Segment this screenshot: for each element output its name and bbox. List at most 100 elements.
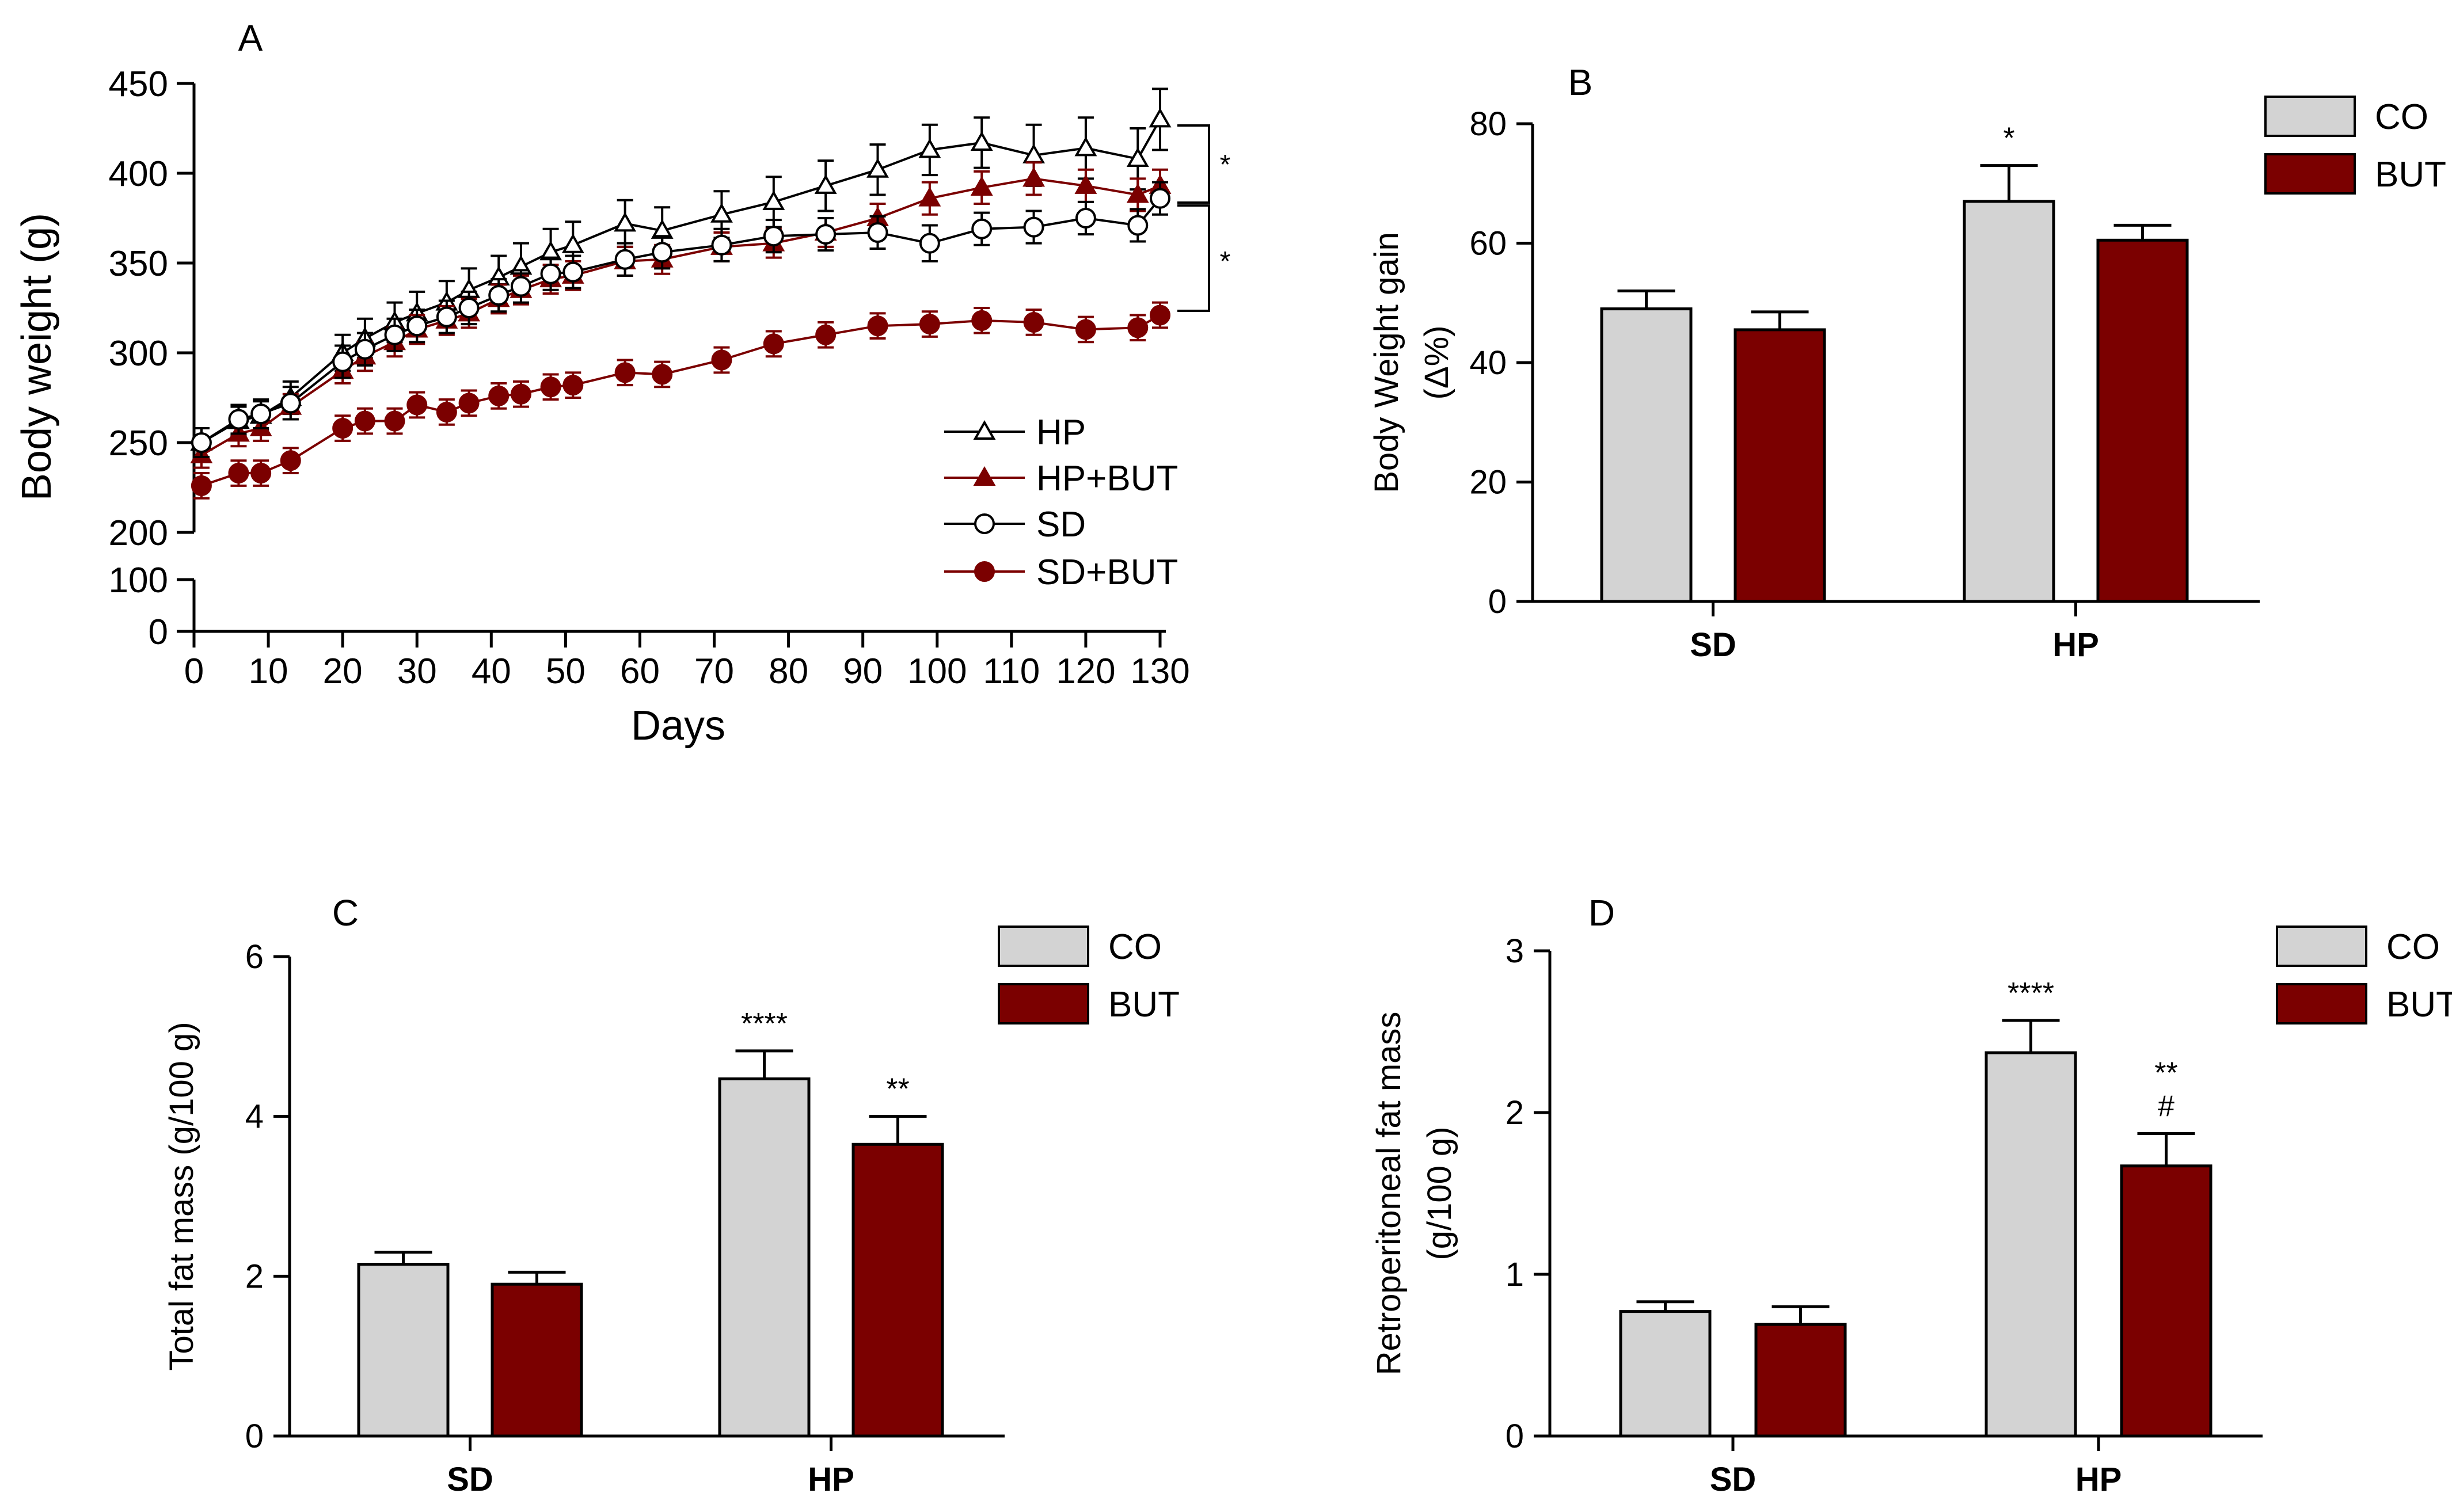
data-point [918, 186, 941, 207]
data-point [436, 306, 457, 327]
series-line-hp [200, 119, 1161, 444]
legend-swatch-but [2276, 983, 2367, 1024]
panel-d-y-tick-label: 1 [1506, 1256, 1524, 1293]
significance-label: **** [2008, 977, 2054, 1010]
data-point [436, 401, 457, 422]
data-point [540, 263, 561, 284]
significance-mark: * [1220, 150, 1231, 180]
data-point [562, 375, 584, 396]
legend-label-co: CO [2375, 97, 2428, 137]
data-point [354, 338, 375, 360]
panel-c-y-tick-label: 4 [245, 1098, 264, 1136]
panel-label-c: C [332, 892, 359, 934]
bar-co-sd [1600, 307, 1693, 603]
data-point [762, 190, 785, 210]
legend-marker [973, 466, 996, 486]
significance-bracket-hp [1177, 124, 1210, 204]
panel-a-x-tick-label: 80 [769, 652, 808, 691]
panel-b-y-tick-label: 20 [1469, 464, 1507, 501]
bar-co-sd [357, 1263, 450, 1438]
data-point [970, 131, 993, 151]
panel-a-y-tick-label: 450 [109, 64, 168, 104]
legend-label-but: BUT [1108, 985, 1180, 1024]
data-point [250, 403, 272, 425]
legend-swatch-but [2264, 153, 2356, 195]
category-label-hp: HP [808, 1461, 854, 1498]
panel-a-x-tick-label: 70 [694, 652, 734, 691]
panel-d-y-axis-label: Retroperitoneal fat mass [1370, 1012, 1408, 1376]
data-point [228, 409, 249, 430]
data-point [919, 233, 940, 254]
panel-a-x-tick-label: 100 [907, 652, 967, 691]
panel-c-y-tick-label: 2 [245, 1258, 264, 1295]
data-point [614, 249, 636, 270]
significance-label: ** [2154, 1057, 2177, 1090]
panel-d-y-tick-label: 3 [1506, 932, 1524, 970]
panel-a-x-tick-label: 50 [546, 652, 586, 691]
panel-a-y-tick-label: 250 [109, 424, 168, 463]
panel-a-y-tick-label: 200 [109, 513, 168, 553]
data-point [763, 333, 784, 355]
data-point [763, 226, 784, 247]
data-point [1074, 136, 1097, 157]
bar-but-sd [1733, 328, 1826, 603]
bar-but-sd [1754, 1323, 1847, 1438]
series-line-hp-but [200, 177, 1161, 456]
data-point [1127, 215, 1149, 236]
data-point [866, 158, 889, 178]
data-point [384, 324, 405, 345]
panel-d-y-tick-label: 2 [1506, 1094, 1524, 1132]
data-point [458, 298, 480, 318]
data-point [406, 315, 428, 337]
bar-co-hp [1963, 200, 2055, 603]
panel-d-y-tick-label: 0 [1506, 1418, 1524, 1455]
data-point [354, 410, 375, 432]
significance-mark: * [1220, 246, 1231, 277]
data-point [250, 463, 272, 484]
panel-a-x-tick-label: 40 [472, 652, 511, 691]
panel-a-x-axis-label: Days [631, 703, 725, 749]
panel-a-x-tick-label: 120 [1056, 652, 1115, 691]
data-point [191, 475, 212, 496]
data-point [1022, 167, 1046, 187]
data-point [332, 351, 353, 372]
panel-b-y-tick-label: 60 [1469, 225, 1507, 262]
data-point [1126, 183, 1149, 203]
data-point [1150, 188, 1170, 209]
significance-label: # [2158, 1090, 2175, 1123]
legend-label-co: CO [1108, 927, 1162, 967]
panel-a-x-tick-label: 110 [983, 652, 1040, 691]
category-label-sd: SD [1690, 626, 1736, 664]
bar-co-hp [1985, 1051, 2077, 1438]
data-point [561, 233, 584, 253]
data-point [384, 410, 405, 432]
data-point [815, 224, 837, 245]
data-point [652, 242, 673, 263]
panel-d-y-axis-label-line2: (g/100 g) [1421, 1126, 1458, 1260]
data-point [458, 393, 480, 414]
category-label-sd: SD [447, 1461, 493, 1498]
legend-label-co: CO [2386, 927, 2440, 967]
data-point [1127, 317, 1149, 338]
panel-a-y-tick-label: 400 [109, 154, 168, 194]
panel-b-y-axis-label-line2: (Δ%) [1418, 326, 1455, 400]
data-point [488, 385, 510, 406]
legend-swatch-but [998, 983, 1089, 1024]
data-point [1075, 319, 1096, 340]
data-point [614, 362, 636, 383]
data-point [228, 463, 249, 484]
data-point [815, 324, 837, 345]
data-point [332, 418, 353, 439]
panel-a-y-tick-label: 350 [109, 244, 168, 284]
legend-label-hp-but: HP+BUT [1036, 459, 1178, 498]
category-label-hp: HP [2075, 1461, 2122, 1498]
data-point [867, 315, 888, 337]
legend-label-sd-but: SD+BUT [1036, 553, 1178, 592]
panel-label-d: D [1588, 892, 1615, 934]
data-point [1150, 304, 1170, 326]
panel-c-y-tick-label: 0 [245, 1418, 264, 1455]
data-point [1074, 174, 1097, 194]
panel-a-x-tick-label: 130 [1130, 652, 1189, 691]
panel-a-y-tick-label: 0 [149, 612, 168, 652]
